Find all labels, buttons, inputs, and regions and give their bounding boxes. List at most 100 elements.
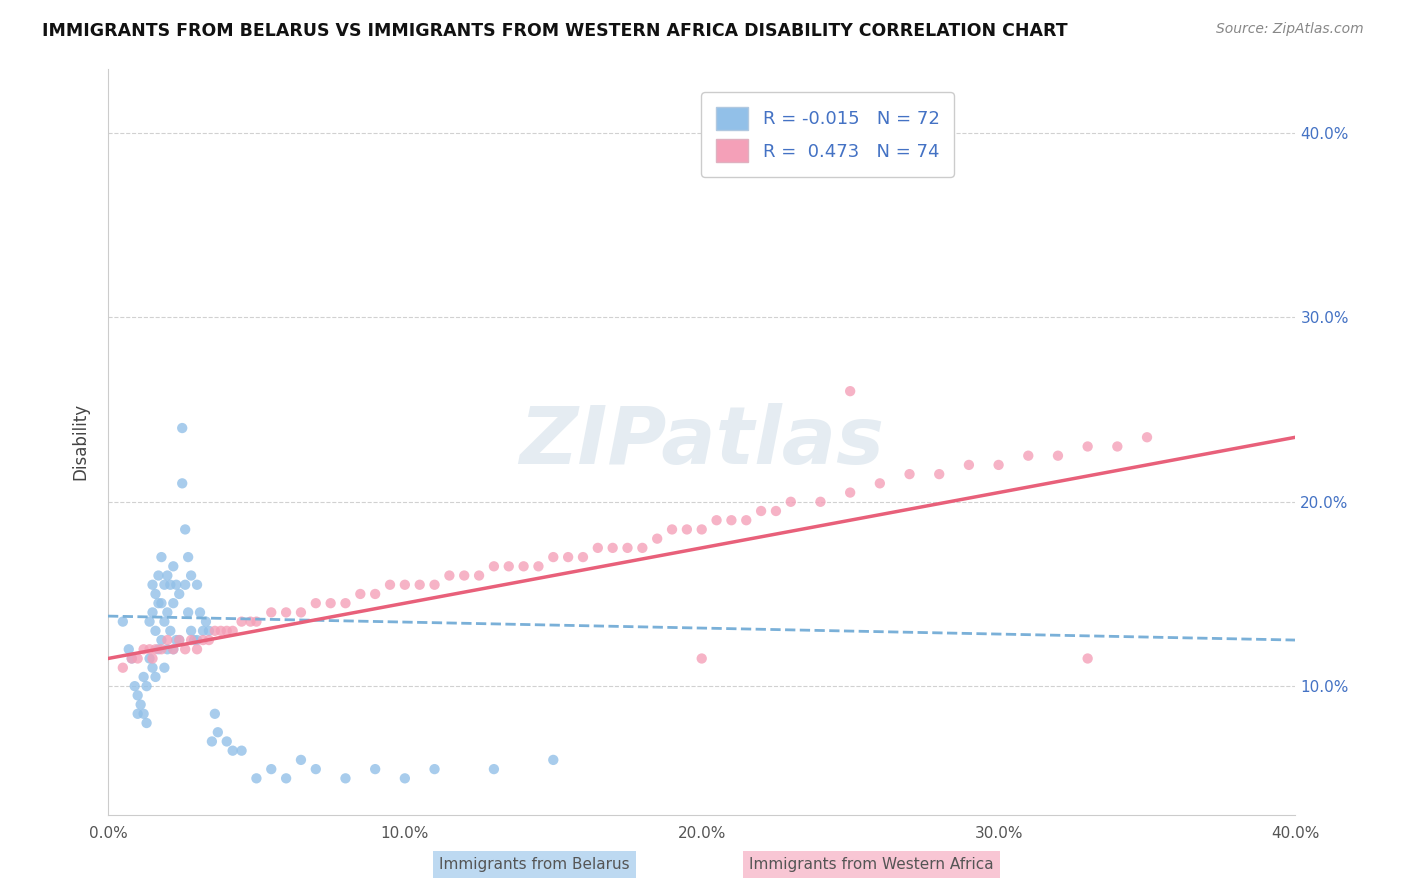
Point [290,606,312,620]
Point [1077,440,1099,454]
Point [132,670,155,684]
Point [145,587,167,601]
Point [141,651,163,665]
Point [928,467,950,482]
Point [165,633,187,648]
Point [221,624,243,638]
Point [221,744,243,758]
Point [215,624,238,638]
Point [150,596,173,610]
Point [159,578,181,592]
Point [364,587,387,601]
Point [290,753,312,767]
Point [468,568,491,582]
Point [145,642,167,657]
Point [557,550,579,565]
Point [174,642,197,657]
Point [180,633,202,648]
Point [765,504,787,518]
Point [231,744,253,758]
Point [201,734,224,748]
Point [148,596,170,610]
Text: ZIPatlas: ZIPatlas [519,403,884,481]
Point [661,523,683,537]
Point [1107,440,1129,454]
Point [138,651,160,665]
Point [162,642,184,657]
Point [482,559,505,574]
Point [602,541,624,555]
Point [145,670,167,684]
Point [177,550,200,565]
Point [174,523,197,537]
Point [810,495,832,509]
Point [198,624,221,638]
Point [245,772,267,786]
Point [162,596,184,610]
Point [135,679,157,693]
Point [162,559,184,574]
Point [439,568,461,582]
Point [207,725,229,739]
Point [616,541,638,555]
Point [156,606,179,620]
Point [153,578,176,592]
Point [245,615,267,629]
Point [172,476,194,491]
Point [645,532,668,546]
Point [191,624,214,638]
Point [148,642,170,657]
Point [1017,449,1039,463]
Point [186,642,208,657]
Point [690,523,713,537]
Point [239,615,262,629]
Point [148,568,170,582]
Point [165,578,187,592]
Point [453,568,475,582]
Point [141,606,163,620]
Point [183,633,205,648]
Point [543,753,565,767]
Point [132,706,155,721]
Point [779,495,801,509]
Point [394,578,416,592]
Text: Immigrants from Belarus: Immigrants from Belarus [439,857,630,872]
Point [188,606,211,620]
Point [198,633,221,648]
Point [215,734,238,748]
Point [180,568,202,582]
Point [690,651,713,665]
Point [150,550,173,565]
Point [194,615,217,629]
Point [153,615,176,629]
Point [172,421,194,435]
Point [527,559,550,574]
Text: IMMIGRANTS FROM BELARUS VS IMMIGRANTS FROM WESTERN AFRICA DISABILITY CORRELATION: IMMIGRANTS FROM BELARUS VS IMMIGRANTS FR… [42,22,1067,40]
Point [127,651,149,665]
Point [111,615,134,629]
Point [186,578,208,592]
Point [512,559,534,574]
Point [150,642,173,657]
Point [349,587,371,601]
Point [572,550,595,565]
Point [156,633,179,648]
Point [498,559,520,574]
Point [378,578,401,592]
Point [153,661,176,675]
Point [121,651,143,665]
Point [174,578,197,592]
Point [260,606,283,620]
Point [1136,430,1159,444]
Point [335,596,357,610]
Point [127,689,149,703]
Point [231,615,253,629]
Point [177,606,200,620]
Point [129,698,152,712]
Y-axis label: Disability: Disability [72,403,89,481]
Point [898,467,921,482]
Point [260,762,283,776]
Point [180,624,202,638]
Point [167,587,190,601]
Point [111,661,134,675]
